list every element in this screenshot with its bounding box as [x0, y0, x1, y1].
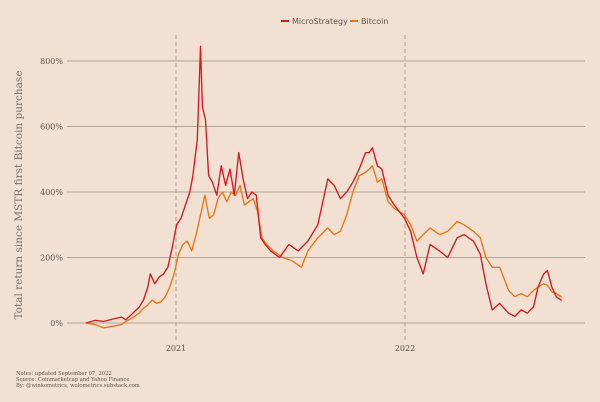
note-byline: By: @winkometrics, wolometrics.substack.… [16, 382, 140, 389]
y-tick-label: 200% [40, 254, 63, 263]
y-tick-label: 0% [50, 319, 63, 328]
x-axis-ticks: 2021 2022 [166, 344, 415, 353]
y-tick-label: 600% [40, 123, 63, 132]
series-lines [85, 45, 562, 329]
legend-label-bitcoin: Bitcoin [361, 17, 388, 26]
legend-label-microstrategy: MicroStrategy [292, 17, 348, 26]
source-notes: Notes: updated September 07, 2022 Source… [16, 371, 140, 389]
x-tick-label: 2021 [166, 344, 186, 353]
x-tick-label: 2022 [395, 344, 415, 353]
y-axis-label: Total return since MSTR first Bitcoin pu… [13, 70, 25, 319]
legend: MicroStrategy Bitcoin [281, 17, 388, 26]
y-tick-label: 800% [40, 57, 63, 66]
year-markers [175, 35, 406, 340]
y-tick-label: 400% [40, 188, 63, 197]
y-axis-ticks: 0% 200% 400% 600% 800% [40, 57, 63, 328]
note-updated: Notes: updated September 07, 2022 [16, 371, 112, 377]
grid-lines [67, 60, 585, 324]
note-source: Source: Coinmarketcap and Yahoo Finance [16, 377, 129, 383]
series-line-bitcoin [85, 165, 562, 329]
series-line-microstrategy [85, 45, 562, 324]
